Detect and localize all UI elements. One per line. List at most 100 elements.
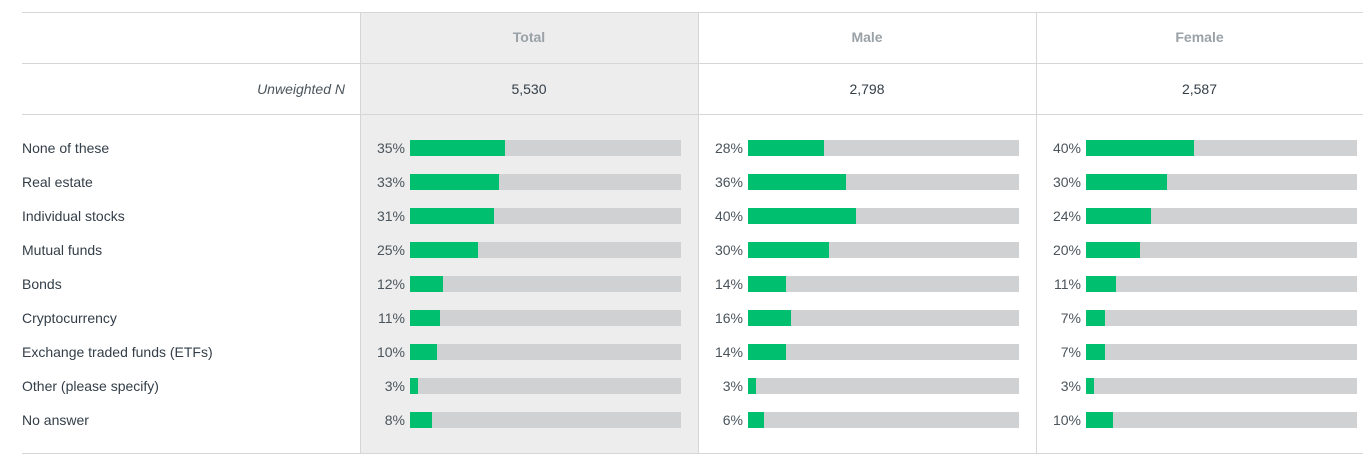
column-header-male: Male (851, 29, 883, 45)
value-label: 30% (714, 242, 743, 258)
value-label: 10% (1052, 412, 1081, 428)
value-label: 3% (1060, 378, 1081, 394)
table-bottom-rule (22, 453, 1363, 454)
bar (410, 174, 500, 190)
bar-track (410, 378, 681, 394)
value-label: 12% (376, 276, 405, 292)
bar (410, 344, 438, 360)
bar (748, 174, 846, 190)
row-label: None of these (22, 140, 110, 156)
row-label: Mutual funds (22, 242, 103, 258)
bar (1086, 344, 1105, 360)
bar (410, 310, 440, 326)
row-label: Real estate (22, 174, 93, 190)
bar (748, 344, 786, 360)
unweighted-n-label: Unweighted N (257, 81, 345, 97)
bar (1086, 140, 1195, 156)
bar-track (1086, 242, 1357, 258)
bar (410, 276, 443, 292)
row-label: Individual stocks (22, 208, 125, 224)
table-top-rule (22, 12, 1363, 13)
n-value-male: 2,798 (849, 81, 885, 97)
bar (748, 208, 857, 224)
bar (1086, 208, 1152, 224)
bar (748, 378, 757, 394)
bar (1086, 378, 1095, 394)
bar-track (410, 242, 681, 258)
bar-track (1086, 140, 1357, 156)
column-divider (698, 12, 699, 454)
row-label: Exchange traded funds (ETFs) (22, 344, 213, 360)
value-label: 6% (722, 412, 743, 428)
row-label: No answer (22, 412, 89, 428)
bar-track (410, 174, 681, 190)
column-header-total: Total (512, 29, 546, 45)
bar (1086, 412, 1114, 428)
n-row-rule (22, 114, 1363, 115)
n-value-total: 5,530 (511, 81, 547, 97)
column-divider (1036, 12, 1037, 454)
bar-track (410, 208, 681, 224)
value-label: 40% (714, 208, 743, 224)
value-label: 36% (714, 174, 743, 190)
bar-track (410, 344, 681, 360)
bar (410, 140, 505, 156)
header-rule (22, 63, 1363, 64)
value-label: 25% (376, 242, 405, 258)
value-label: 11% (378, 310, 405, 326)
bar (410, 378, 419, 394)
bar-track (748, 208, 1019, 224)
value-label: 16% (714, 310, 743, 326)
bar-track (748, 378, 1019, 394)
value-label: 7% (1060, 344, 1081, 360)
value-label: 3% (384, 378, 405, 394)
bar-track (748, 310, 1019, 326)
bar-track (410, 276, 681, 292)
bar (1086, 174, 1168, 190)
row-label: Bonds (22, 276, 62, 292)
bar (1086, 276, 1116, 292)
bar-track (748, 140, 1019, 156)
column-header-female: Female (1175, 29, 1224, 45)
bar (748, 412, 765, 428)
bar-track (1086, 208, 1357, 224)
bar-track (410, 412, 681, 428)
value-label: 10% (376, 344, 405, 360)
bar (410, 208, 494, 224)
bar (1086, 242, 1141, 258)
value-label: 24% (1052, 208, 1081, 224)
row-label: Other (please specify) (22, 378, 159, 394)
bar (410, 412, 432, 428)
bar-track (1086, 378, 1357, 394)
bar (410, 242, 478, 258)
value-label: 28% (714, 140, 743, 156)
bar-track (1086, 412, 1357, 428)
bar-track (410, 310, 681, 326)
value-label: 30% (1052, 174, 1081, 190)
value-label: 14% (714, 276, 743, 292)
bar-track (748, 174, 1019, 190)
bar-track (410, 140, 681, 156)
value-label: 35% (376, 140, 405, 156)
row-label: Cryptocurrency (22, 310, 117, 326)
bar (1086, 310, 1105, 326)
bar (748, 276, 786, 292)
value-label: 33% (376, 174, 405, 190)
value-label: 11% (1054, 276, 1081, 292)
value-label: 14% (714, 344, 743, 360)
value-label: 31% (376, 208, 405, 224)
crosstab-table: Total Male Female Unweighted N 5,530 2,7… (22, 12, 1363, 454)
bar-track (748, 242, 1019, 258)
bar-track (748, 412, 1019, 428)
value-label: 20% (1052, 242, 1081, 258)
value-label: 40% (1052, 140, 1081, 156)
bar-track (1086, 276, 1357, 292)
column-divider (360, 12, 361, 454)
bar-track (748, 344, 1019, 360)
bar-track (1086, 310, 1357, 326)
bar (748, 140, 824, 156)
bar (748, 242, 830, 258)
value-label: 3% (722, 378, 743, 394)
bar-track (1086, 344, 1357, 360)
bar-track (748, 276, 1019, 292)
